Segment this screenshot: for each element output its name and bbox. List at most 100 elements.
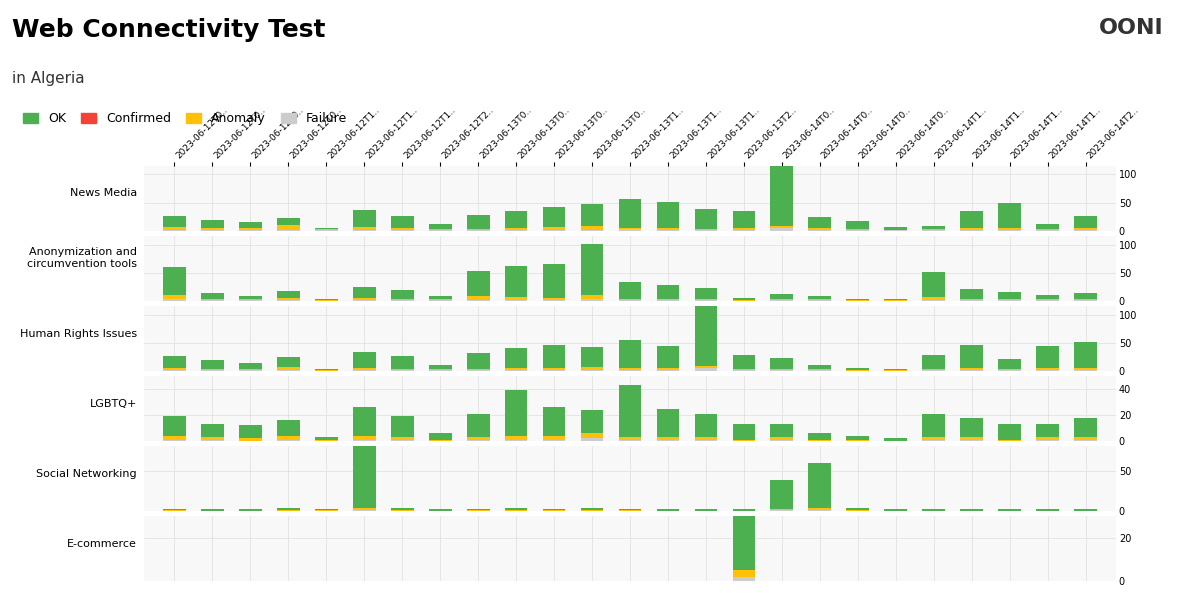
Y-axis label: Anonymization and
circumvention tools: Anonymization and circumvention tools [28, 247, 137, 269]
Bar [695, 414, 718, 437]
Bar [542, 440, 565, 441]
Bar [467, 369, 490, 371]
Bar [353, 300, 376, 301]
Bar [695, 509, 718, 511]
Bar [998, 424, 1021, 440]
Bar [277, 436, 300, 440]
Bar [732, 298, 755, 301]
Bar [619, 282, 641, 299]
Bar [467, 271, 490, 296]
Bar [770, 480, 793, 509]
Bar [770, 228, 793, 231]
Bar [314, 299, 337, 301]
Bar [239, 222, 262, 228]
Bar [656, 409, 679, 437]
Bar [239, 362, 262, 369]
Bar [732, 509, 755, 511]
Bar [960, 289, 983, 299]
Bar [581, 204, 604, 227]
Bar [770, 226, 793, 228]
Bar [353, 370, 376, 371]
Bar [809, 365, 832, 369]
Bar [353, 352, 376, 368]
Bar [505, 300, 528, 301]
Bar [467, 215, 490, 229]
Bar [695, 366, 718, 368]
Bar [505, 211, 528, 228]
Bar [770, 440, 793, 441]
Bar [732, 228, 755, 229]
Bar [656, 299, 679, 301]
Bar [1037, 509, 1060, 511]
Bar [314, 228, 337, 229]
Bar [770, 164, 793, 226]
Bar [467, 414, 490, 437]
Bar [695, 304, 718, 366]
Bar [846, 436, 869, 440]
Bar [846, 299, 869, 301]
Bar [809, 433, 832, 440]
Bar [391, 508, 414, 511]
Bar [695, 288, 718, 299]
Bar [809, 508, 832, 511]
Bar [1037, 370, 1060, 371]
Bar [277, 218, 300, 225]
Bar [809, 228, 832, 229]
Bar [428, 509, 451, 511]
Bar [923, 227, 946, 229]
Bar [391, 440, 414, 441]
Bar [809, 299, 832, 301]
Bar [277, 440, 300, 441]
Bar [770, 369, 793, 371]
Bar [884, 438, 907, 441]
Bar [239, 296, 262, 299]
Bar [1037, 224, 1060, 229]
Bar [391, 356, 414, 369]
Bar [163, 295, 186, 299]
Bar [923, 229, 946, 230]
Bar [656, 285, 679, 299]
Bar [1037, 346, 1060, 368]
Bar [353, 440, 376, 441]
Bar [542, 227, 565, 229]
Bar [542, 368, 565, 370]
Bar [619, 370, 641, 371]
Bar [200, 440, 223, 441]
Bar [581, 370, 604, 371]
Bar [656, 440, 679, 441]
Bar [314, 509, 337, 511]
Bar [732, 355, 755, 369]
Bar [846, 221, 869, 229]
Bar [163, 299, 186, 301]
Bar [542, 345, 565, 368]
Bar [277, 291, 300, 298]
Legend: OK, Confirmed, Anomaly, Failure: OK, Confirmed, Anomaly, Failure [18, 107, 353, 130]
Bar [732, 440, 755, 441]
Bar [314, 437, 337, 440]
Bar [1074, 509, 1097, 511]
Bar [656, 370, 679, 371]
Bar [656, 437, 679, 440]
Bar [656, 509, 679, 511]
Bar [960, 440, 983, 441]
Bar [277, 420, 300, 436]
Bar [998, 440, 1021, 441]
Bar [809, 440, 832, 441]
Bar [960, 211, 983, 228]
Bar [998, 203, 1021, 228]
Bar [732, 369, 755, 371]
Bar [960, 299, 983, 301]
Bar [809, 369, 832, 371]
Bar [353, 298, 376, 300]
Bar [656, 228, 679, 229]
Bar [239, 438, 262, 441]
Bar [884, 369, 907, 371]
Bar [619, 299, 641, 301]
Bar [467, 300, 490, 301]
Bar [505, 368, 528, 370]
Bar [200, 509, 223, 511]
Bar [960, 509, 983, 511]
Bar [163, 229, 186, 231]
Bar [542, 509, 565, 511]
Bar [581, 508, 604, 511]
